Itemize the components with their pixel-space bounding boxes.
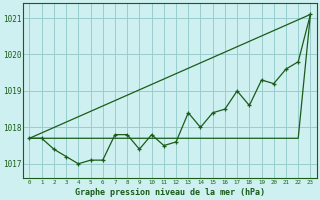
X-axis label: Graphe pression niveau de la mer (hPa): Graphe pression niveau de la mer (hPa) bbox=[75, 188, 265, 197]
